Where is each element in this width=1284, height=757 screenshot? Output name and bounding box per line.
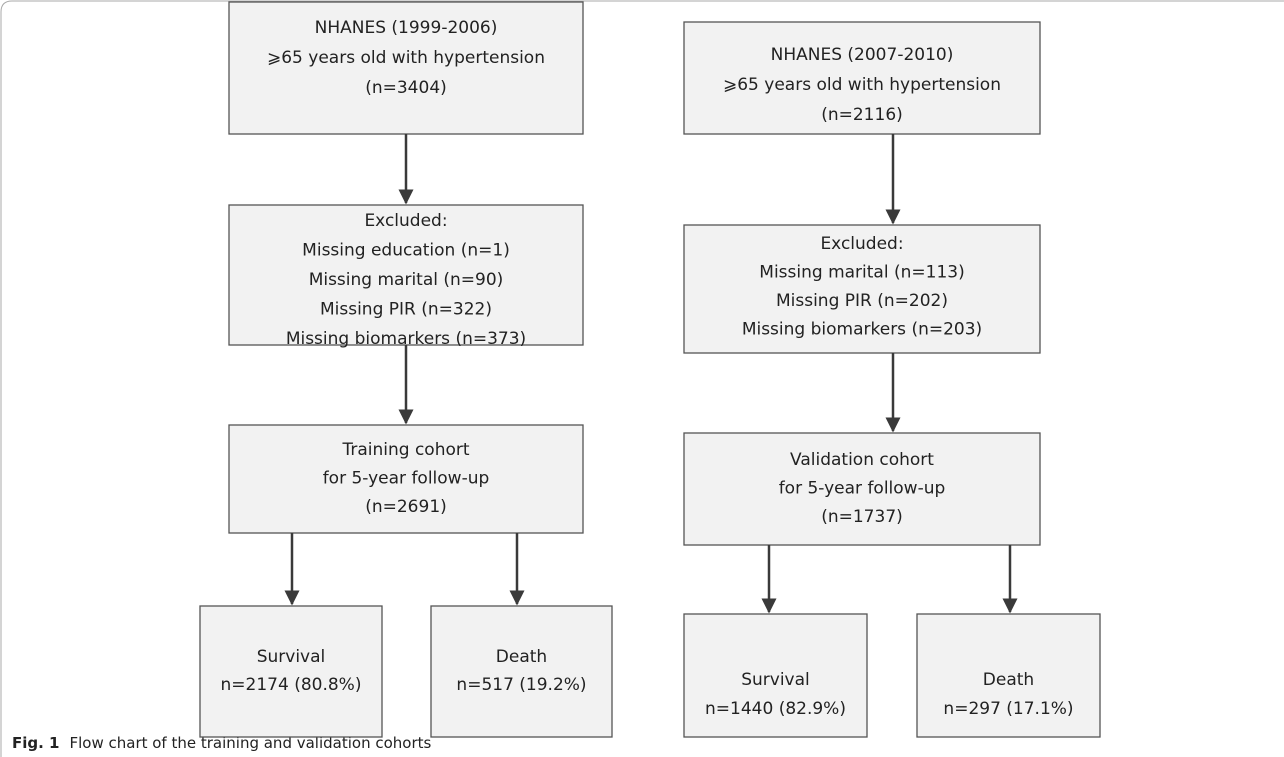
box-text: for 5-year follow-up [779,479,946,499]
arrows [284,134,1018,614]
box-text: Validation cohort [790,450,934,470]
box [683,21,1041,135]
box [228,204,584,346]
box-text: (n=2116) [821,105,903,125]
box-text: ⩾65 years old with hypertension [723,75,1001,95]
box-text: Death [496,647,547,667]
box [199,605,383,738]
box-text: Missing biomarkers (n=203) [742,320,982,340]
box-text: Excluded: [820,234,903,254]
box [683,613,868,738]
box-text: (n=2691) [365,497,447,517]
box-text: Excluded: [364,211,447,231]
box-text: (n=3404) [365,78,447,98]
box [916,613,1101,738]
box-text: Death [983,670,1034,690]
box-text: Survival [741,670,810,690]
box [430,605,613,738]
box [228,1,584,135]
box-text: Missing marital (n=113) [759,263,964,283]
caption-label: Fig. 1 [12,734,59,752]
box-text: Missing marital (n=90) [309,270,504,290]
box-text: n=2174 (80.8%) [221,675,362,695]
box-text: Missing biomarkers (n=373) [286,329,526,349]
box-text: ⩾65 years old with hypertension [267,48,545,68]
box [683,224,1041,354]
caption: Fig. 1 Flow chart of the training and val… [12,734,432,752]
box-text: n=1440 (82.9%) [705,699,846,719]
box-text: Training cohort [341,440,469,460]
box-text: Missing education (n=1) [302,241,510,261]
box-text: NHANES (2007-2010) [771,45,954,65]
box-text: Survival [257,647,326,667]
box-text: for 5-year follow-up [323,469,490,489]
box [228,424,584,534]
box-text: NHANES (1999-2006) [315,18,498,38]
box-text: Missing PIR (n=322) [320,300,492,320]
box-text: n=297 (17.1%) [943,699,1073,719]
box-text: n=517 (19.2%) [456,675,586,695]
box-text: Missing PIR (n=202) [776,291,948,311]
box-text: (n=1737) [821,507,903,527]
box [683,432,1041,546]
caption-text: Flow chart of the training and validatio… [69,734,431,752]
